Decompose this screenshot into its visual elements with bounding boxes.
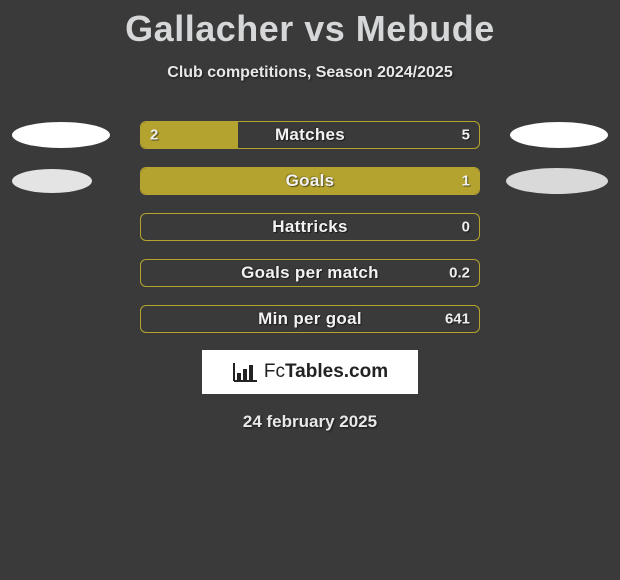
stat-row: 2 Matches 5 <box>0 120 620 150</box>
stat-bar-track <box>140 305 480 333</box>
page-title: Gallacher vs Mebude <box>0 0 620 50</box>
right-player-marker <box>506 168 608 194</box>
stats-chart: 2 Matches 5 Goals 1 Hattricks 0 Goals pe… <box>0 120 620 334</box>
logo-text-suffix: Tables.com <box>285 361 388 382</box>
logo-text-prefix: Fc <box>264 361 285 382</box>
stat-value-right: 5 <box>462 127 470 144</box>
stat-row: Min per goal 641 <box>0 304 620 334</box>
bar-chart-icon <box>232 361 258 383</box>
stat-bar-track <box>140 259 480 287</box>
fctables-logo: FcTables.com <box>202 350 418 394</box>
stat-bar-fill <box>141 168 479 194</box>
stat-row: Goals 1 <box>0 166 620 196</box>
stat-bar-track <box>140 121 480 149</box>
left-player-marker <box>12 169 92 193</box>
stat-bar-track <box>140 167 480 195</box>
stat-value-right: 1 <box>462 173 470 190</box>
stat-bar-track <box>140 213 480 241</box>
page-subtitle: Club competitions, Season 2024/2025 <box>0 64 620 82</box>
stat-value-right: 0.2 <box>449 265 470 282</box>
stat-row: Goals per match 0.2 <box>0 258 620 288</box>
left-player-marker <box>12 122 110 148</box>
stat-value-right: 641 <box>445 311 470 328</box>
right-player-marker <box>510 122 608 148</box>
stat-value-right: 0 <box>462 219 470 236</box>
stat-value-left: 2 <box>150 127 158 144</box>
generation-date: 24 february 2025 <box>0 412 620 432</box>
stat-row: Hattricks 0 <box>0 212 620 242</box>
